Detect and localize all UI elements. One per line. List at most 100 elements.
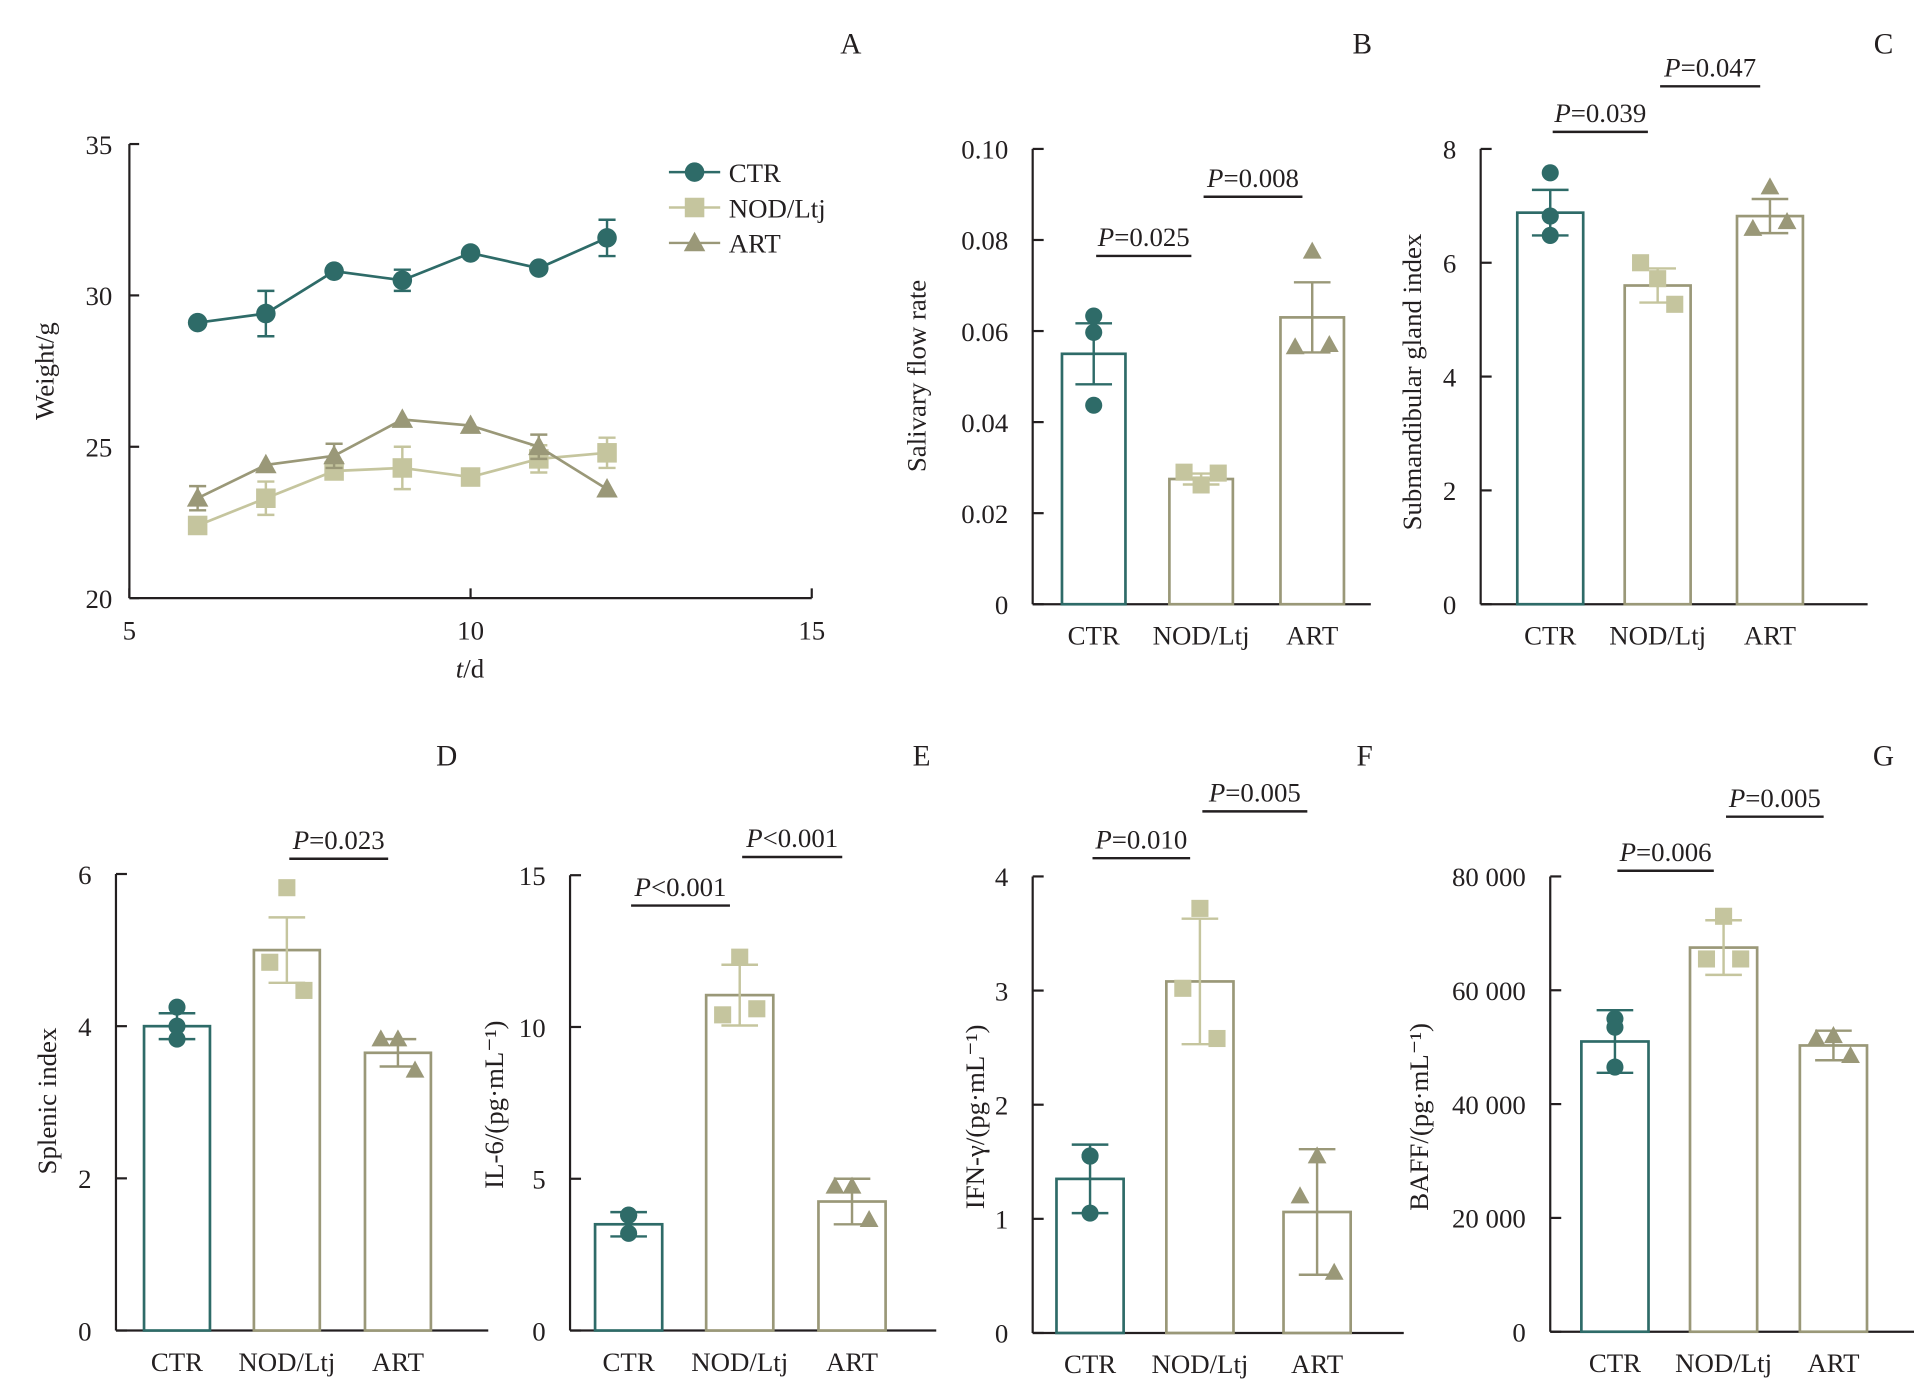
data-point: [1319, 334, 1339, 353]
data-point: [168, 1030, 186, 1048]
bar-nod-ltj: [1688, 946, 1759, 1334]
p-value-label: P=0.008: [1206, 163, 1299, 193]
data-point: [1824, 1026, 1843, 1044]
y-tick-label: 2: [78, 1164, 91, 1194]
data-point: [1307, 1146, 1327, 1164]
p-value: =0.005: [1745, 783, 1821, 813]
y-tick-label: 4: [995, 862, 1008, 892]
data-point: [1541, 164, 1559, 182]
y-tick-label: 2: [1443, 476, 1456, 506]
data-point: [324, 261, 344, 281]
data-point: [620, 1206, 638, 1224]
p-value-label: P=0.025: [1097, 222, 1190, 252]
p-value-label: P=0.010: [1094, 824, 1187, 854]
x-tick-label: 10: [457, 616, 484, 646]
data-point: [255, 453, 277, 474]
y-tick-label: 0.06: [961, 317, 1008, 347]
data-point: [392, 458, 413, 478]
panel-label: D: [436, 740, 457, 772]
legend-label: CTR: [729, 158, 781, 188]
data-point: [1606, 1058, 1624, 1076]
y-axis-label: Splenic index: [32, 1027, 62, 1174]
data-point: [1666, 295, 1684, 313]
p-symbol: P: [634, 872, 651, 902]
x-tick-label: CTR: [1068, 621, 1120, 651]
data-point: [460, 243, 481, 263]
y-tick-label: 0: [1443, 590, 1456, 620]
panel-c-submandibular-bar-chart: C Submandibular gland index 0 2 4 6 8 CTR NOD/…: [1397, 29, 1893, 651]
x-tick-label: NOD/Ltj: [1151, 1349, 1248, 1379]
p-value-label: P=0.047: [1663, 53, 1756, 83]
bar-ctr: [142, 1024, 212, 1332]
x-tick-label: ART: [826, 1347, 878, 1377]
y-tick-label: 4: [1443, 362, 1456, 392]
data-point: [261, 953, 279, 971]
data-point: [596, 478, 618, 498]
data-point: [278, 879, 296, 897]
data-point: [324, 461, 344, 481]
data-point: [392, 270, 413, 291]
data-point: [168, 1017, 186, 1035]
bar-nod-ltj: [704, 993, 775, 1332]
x-tick-label: NOD/Ltj: [1153, 621, 1250, 651]
x-axis-label-var: t: [456, 653, 464, 683]
data-point: [168, 998, 186, 1016]
p-value-label: P=0.005: [1728, 783, 1821, 813]
data-point: [256, 488, 276, 508]
data-point: [1649, 270, 1667, 288]
data-point: [597, 443, 617, 463]
p-value: =0.047: [1681, 53, 1757, 83]
p-value: =0.025: [1114, 222, 1190, 252]
data-point: [842, 1176, 862, 1194]
panel-label: F: [1357, 740, 1373, 772]
data-point: [714, 1006, 732, 1024]
p-symbol: P: [1094, 824, 1111, 854]
bar-nod-ltj: [1623, 284, 1692, 606]
p-symbol: P: [1553, 98, 1570, 128]
y-tick-label: 1: [995, 1205, 1008, 1235]
data-point: [460, 467, 481, 487]
data-point: [1081, 1204, 1099, 1222]
legend-marker-square-icon: [684, 197, 705, 218]
p-symbol: P: [1619, 837, 1636, 867]
data-point: [859, 1209, 879, 1228]
data-point: [1192, 476, 1210, 494]
x-tick-label: ART: [1744, 621, 1796, 651]
p-value-label: P=0.023: [292, 825, 385, 855]
y-tick-label: 0: [1512, 1318, 1525, 1348]
data-point: [620, 1224, 638, 1242]
data-point: [748, 1000, 766, 1018]
y-tick-label: 0.02: [961, 499, 1008, 529]
data-point: [1085, 307, 1103, 325]
y-tick-label: 2: [995, 1090, 1008, 1120]
data-point: [1632, 254, 1650, 272]
legend-marker-circle-icon: [684, 162, 705, 182]
x-tick-label: NOD/Ltj: [1609, 621, 1706, 651]
data-point: [1175, 463, 1193, 481]
data-point: [1302, 241, 1322, 259]
data-point: [1697, 950, 1716, 968]
x-axis-label-unit: /d: [463, 653, 484, 683]
p-symbol: P: [745, 823, 762, 853]
p-symbol: P: [292, 825, 309, 855]
data-point: [186, 487, 209, 507]
y-tick-label: 20 000: [1452, 1204, 1526, 1234]
y-tick-label: 80 000: [1452, 862, 1526, 892]
x-tick-label: CTR: [1589, 1348, 1641, 1378]
data-point: [256, 303, 276, 324]
p-value-label: P=0.005: [1208, 778, 1301, 808]
p-value-label: P<0.001: [634, 872, 727, 902]
data-point: [1743, 218, 1763, 236]
x-tick-label: 5: [123, 616, 136, 646]
data-point: [1841, 1045, 1860, 1064]
panel-a-weight-line-chart: A Weight/g t/d 20 25 30 35 5 10 15 CTR NOD/Ltj A…: [30, 29, 862, 684]
legend-label: ART: [729, 229, 781, 259]
p-symbol: P: [1097, 222, 1114, 252]
bar-ctr: [1580, 1040, 1650, 1334]
bar-art: [1735, 214, 1805, 606]
data-point: [187, 515, 208, 536]
y-tick-label: 0.04: [961, 408, 1008, 438]
data-point: [1732, 950, 1750, 968]
